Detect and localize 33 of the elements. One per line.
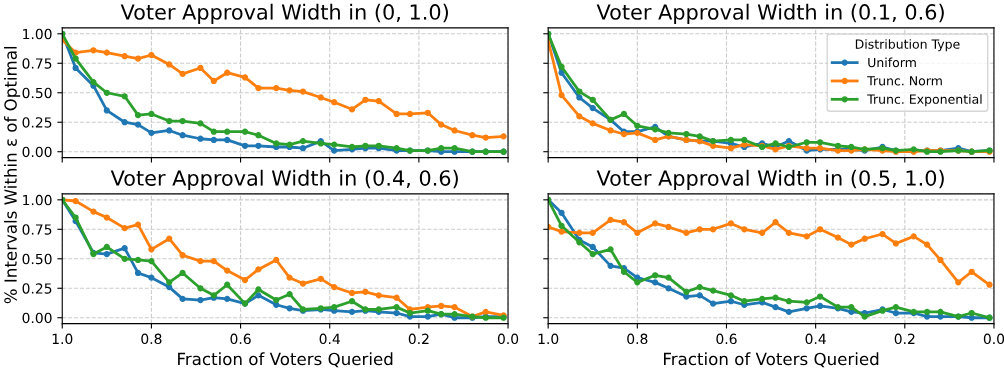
- x-tick-label: 0.2: [408, 333, 429, 345]
- chart-title: Voter Approval Width in (0.5, 1.0): [596, 169, 944, 190]
- chart-title: Voter Approval Width in (0.1, 0.6): [596, 3, 944, 24]
- y-tick-label: 0.75: [22, 58, 52, 69]
- y-tick-label: 0.00: [22, 312, 52, 324]
- y-tick-label: 0.50: [22, 253, 52, 265]
- x-tick-label: 0.4: [805, 333, 826, 345]
- y-tick-label: 0.25: [22, 117, 52, 128]
- y-tick-label: 0.50: [22, 87, 52, 99]
- x-tick-label: 0.8: [627, 333, 648, 345]
- chart-title: Voter Approval Width in (0, 1.0): [120, 3, 448, 24]
- x-tick-label: 0.0: [497, 333, 519, 345]
- legend-label: Trunc. Exponential: [867, 94, 982, 107]
- legend-title: Distribution Type: [855, 39, 960, 52]
- y-tick-label: 0.75: [22, 224, 52, 235]
- y-axis-title: % Intervals Within ε of Optimal: [3, 46, 21, 304]
- y-tick-label: 1.00: [23, 194, 52, 206]
- x-tick-label: 1.0: [538, 333, 559, 345]
- x-tick-label: 0.6: [716, 333, 737, 345]
- y-tick-label: 0.00: [22, 146, 52, 158]
- y-tick-label: 0.25: [22, 283, 52, 294]
- x-tick-label: 0.6: [230, 333, 251, 345]
- x-tick-label: 0.8: [141, 333, 162, 345]
- x-tick-label: 0.4: [319, 333, 340, 345]
- chart-title: Voter Approval Width in (0.4, 0.6): [110, 169, 458, 190]
- x-tick-label: 1.0: [52, 333, 73, 345]
- x-tick-label: 0.0: [983, 333, 1004, 345]
- x-axis-title: Fraction of Voters Queried: [664, 352, 879, 368]
- x-tick-label: 0.2: [894, 333, 915, 345]
- x-axis-title: Fraction of Voters Queried: [178, 352, 393, 368]
- y-tick-label: 1.00: [23, 28, 52, 40]
- legend-label: Trunc. Norm: [867, 76, 942, 86]
- legend-label: Uniform: [868, 57, 916, 68]
